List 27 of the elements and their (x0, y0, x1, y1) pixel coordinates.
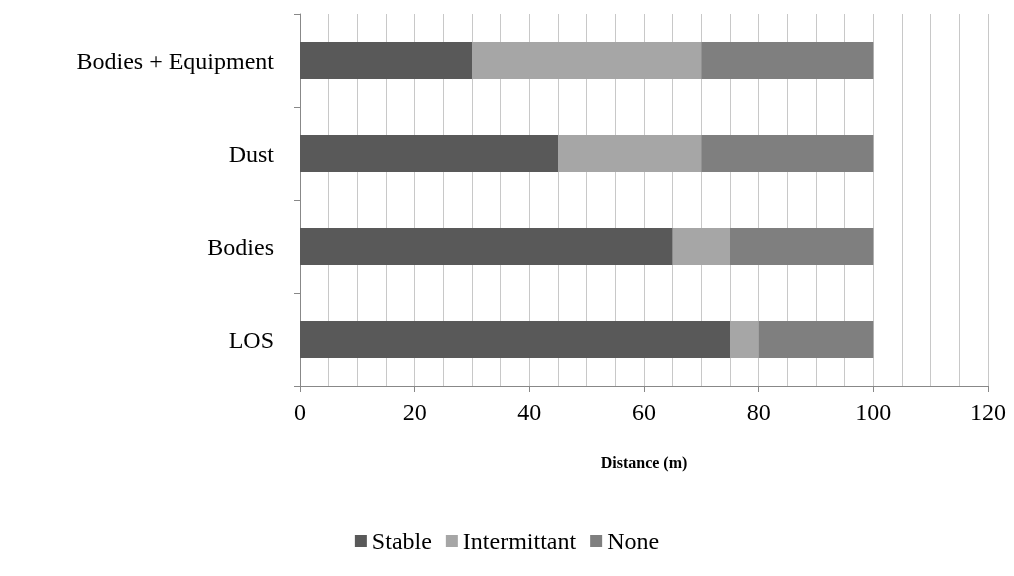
bar (300, 134, 558, 173)
legend-label: Intermittant (462, 528, 577, 554)
x-tick-label: 40 (517, 399, 542, 425)
bar (730, 320, 759, 359)
bar (672, 227, 730, 266)
legend-label: Stable (371, 528, 432, 554)
x-tick-label: 100 (855, 399, 892, 425)
x-tick-label: 60 (632, 399, 656, 425)
bar (300, 227, 673, 266)
y-tick-label: Dust (228, 140, 275, 167)
bar (558, 134, 702, 173)
bar (701, 134, 874, 173)
bar (300, 320, 730, 359)
x-tick-label: 0 (294, 399, 306, 425)
y-tick-label: Bodies (207, 233, 274, 260)
x-tick-label: 80 (746, 399, 771, 425)
y-tick-label: Bodies + Equipment (76, 47, 275, 74)
bar (472, 41, 702, 80)
bar (730, 227, 874, 266)
bar (300, 41, 472, 80)
bar (701, 41, 874, 80)
x-tick-label: 120 (970, 399, 1006, 425)
y-tick-label: LOS (228, 326, 274, 353)
bar (758, 320, 874, 359)
x-tick-label: 20 (402, 399, 427, 425)
legend-label: None (607, 528, 660, 554)
x-axis-title: Distance (m) (600, 453, 688, 472)
